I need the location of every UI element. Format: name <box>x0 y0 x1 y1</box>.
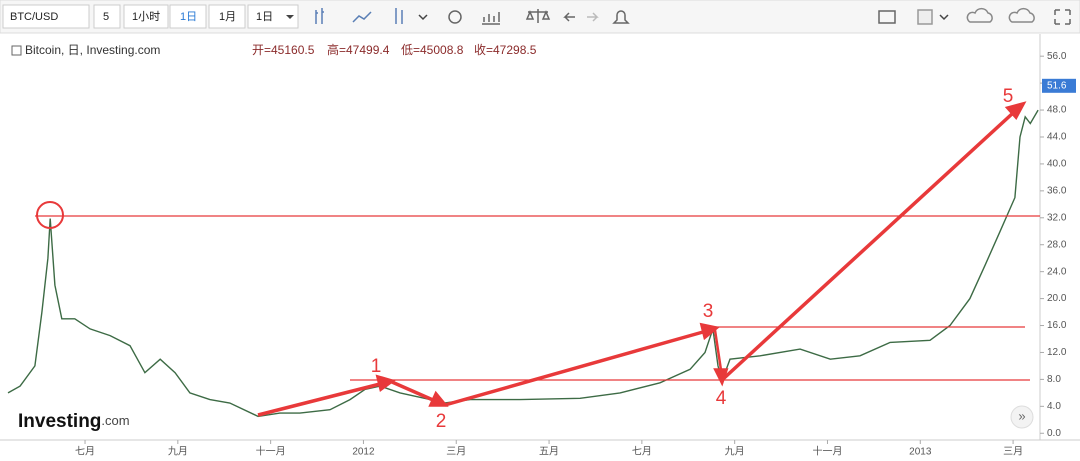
arrow <box>444 330 704 407</box>
x-tick-label: 2012 <box>352 447 375 458</box>
y-tick-label: 48.0 <box>1047 105 1067 116</box>
y-tick-label: 36.0 <box>1047 185 1067 196</box>
redo-icon[interactable] <box>587 12 599 22</box>
x-tick-label: 十一月 <box>256 445 286 458</box>
ohlc-close: 收=47298.5 <box>474 43 537 57</box>
button-active[interactable]: 1日 <box>180 11 197 23</box>
scroll-button[interactable] <box>1010 405 1034 429</box>
button-box[interactable] <box>247 4 299 29</box>
y-tick-label: 4.0 <box>1047 401 1061 412</box>
chart-title: Bitcoin, 日, Investing.com <box>25 43 160 57</box>
y-tick-label: 32.0 <box>1047 212 1067 223</box>
alert-icon[interactable] <box>612 10 630 24</box>
logo: Investing.com <box>18 411 130 432</box>
indicator-icon[interactable] <box>395 8 403 24</box>
ohlc-low: 低=45008.8 <box>401 43 464 57</box>
button-box[interactable] <box>123 4 169 29</box>
symbol[interactable]: BTC/USD <box>10 11 58 23</box>
cloud-save-icon[interactable] <box>1008 7 1035 23</box>
arrow-head <box>699 322 720 341</box>
settings-icon[interactable] <box>448 10 462 24</box>
x-tick-label: 三月 <box>446 446 466 458</box>
annotation-label: 2 <box>436 411 447 432</box>
symbol-box[interactable] <box>2 4 90 29</box>
button[interactable]: 1月 <box>219 11 236 23</box>
button[interactable]: 1日 <box>256 11 273 23</box>
annotations <box>35 201 1040 381</box>
arrows <box>257 101 1027 417</box>
fullscreen-icon[interactable] <box>1054 9 1071 25</box>
dropdown-icon[interactable] <box>939 14 949 21</box>
interval-box[interactable] <box>93 4 121 29</box>
price-line <box>7 109 1039 418</box>
annotation-label: 4 <box>716 388 727 409</box>
interval[interactable]: 5 <box>103 11 109 23</box>
annotation-label: 3 <box>703 301 714 322</box>
ohlc-open: 开=45160.5 <box>252 43 315 57</box>
y-tick-label: 28.0 <box>1047 239 1067 250</box>
y-tick-label: 40.0 <box>1047 159 1067 170</box>
plot: 0.0 4.0 8.0 12.0 16.0 20.0 24.0 28.0 32.0 36.0 40.… <box>7 51 1067 458</box>
arrow <box>713 329 723 371</box>
compare-icon[interactable] <box>525 9 551 23</box>
toolbar-icons[interactable] <box>315 7 1071 25</box>
arrow-head <box>1004 101 1027 121</box>
button[interactable]: 1小时 <box>132 10 160 23</box>
y-tick-label: 0.0 <box>1047 428 1061 439</box>
y-tick-label: 12.0 <box>1047 347 1067 358</box>
ohlc-high: 高=47499.4 <box>327 42 390 57</box>
arrow <box>391 380 434 402</box>
arrow-head <box>375 374 396 392</box>
last-price-label: 51.6 <box>1047 80 1067 91</box>
arrow <box>720 111 1015 382</box>
annotation-label: 1 <box>371 356 382 377</box>
dropdown-icon[interactable] <box>418 14 428 21</box>
x-tick-label: 九月 <box>725 446 745 458</box>
x-tick-label: 七月 <box>75 446 95 458</box>
undo-icon[interactable] <box>563 12 575 22</box>
arrow <box>257 382 381 417</box>
last-price-box <box>1042 78 1076 93</box>
y-tick-label: 24.0 <box>1047 266 1067 277</box>
collapse-icon[interactable] <box>11 45 22 56</box>
y-tick-label: 8.0 <box>1047 374 1061 385</box>
x-tick-label: 三月 <box>1003 446 1023 458</box>
x-tick-label: 2013 <box>909 447 932 458</box>
arrow-head <box>428 390 449 407</box>
dropdown-icon[interactable] <box>286 15 294 19</box>
y-tick-label: 20.0 <box>1047 293 1067 304</box>
x-tick-label: 五月 <box>539 446 559 458</box>
x-tick-label: 十一月 <box>812 445 842 458</box>
y-tick-label: 56.0 <box>1047 51 1067 62</box>
line-icon[interactable] <box>352 11 372 23</box>
logo-main: Investing <box>18 411 101 432</box>
button-box-active[interactable] <box>169 4 207 29</box>
x-tick-label: 九月 <box>168 446 188 458</box>
candle-icon[interactable] <box>315 8 324 24</box>
peak-circle <box>36 201 64 229</box>
logo-suffix: .com <box>101 413 129 428</box>
y-tick-label: 16.0 <box>1047 320 1067 331</box>
button-box[interactable] <box>208 4 246 29</box>
annotation-label: 5 <box>1003 86 1014 107</box>
cloud-load-icon[interactable] <box>966 7 993 23</box>
camera-icon[interactable] <box>878 10 896 24</box>
scroll-button-label[interactable]: » <box>1018 408 1025 423</box>
studies-icon[interactable] <box>482 12 500 25</box>
x-tick-label: 七月 <box>632 446 652 458</box>
color-box[interactable] <box>917 9 933 25</box>
y-tick-label: 44.0 <box>1047 132 1067 143</box>
